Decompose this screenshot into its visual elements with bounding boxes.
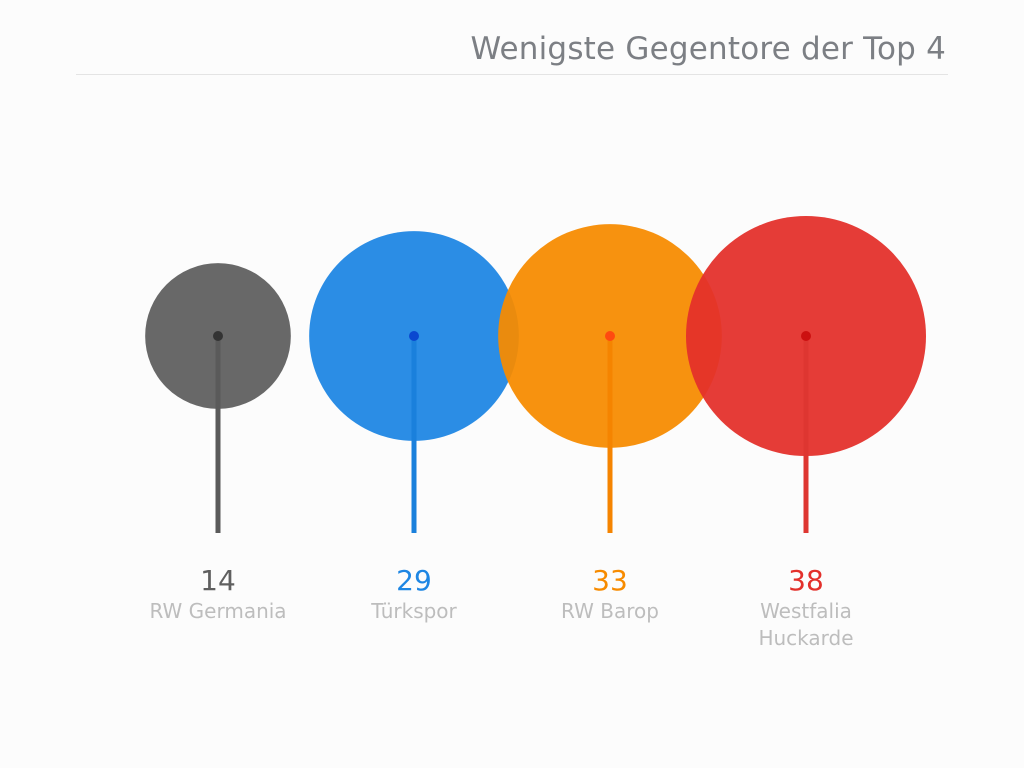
category-label-rw-barop: RW Barop <box>561 599 659 623</box>
chart-title: Wenigste Gegentore der Top 4 <box>470 31 946 67</box>
value-label-rw-barop: 33 <box>592 564 628 597</box>
category-label-t-rkspor: Türkspor <box>370 599 457 623</box>
value-label-t-rkspor: 29 <box>396 564 432 597</box>
center-dot-rw-germania <box>213 331 223 341</box>
stems <box>213 331 811 533</box>
value-label-rw-germania: 14 <box>200 564 236 597</box>
center-dot-rw-barop <box>605 331 615 341</box>
title-divider <box>76 74 948 75</box>
category-label-rw-germania: RW Germania <box>149 599 286 623</box>
center-dot-westfalia-huckarde <box>801 331 811 341</box>
value-label-westfalia-huckarde: 38 <box>788 564 824 597</box>
category-label-westfalia-huckarde: Westfalia <box>760 599 852 623</box>
category-label-westfalia-huckarde: Huckarde <box>758 626 853 650</box>
center-dot-t-rkspor <box>409 331 419 341</box>
